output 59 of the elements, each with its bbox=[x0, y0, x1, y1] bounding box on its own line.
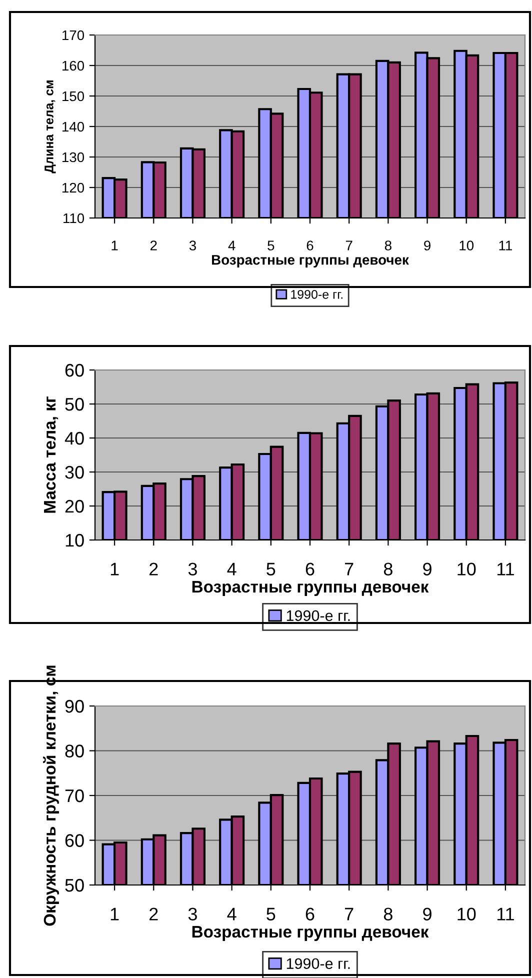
x-tick-label: 8 bbox=[384, 240, 392, 250]
y-tick-label: 10 bbox=[66, 534, 84, 547]
x-tick-label: 4 bbox=[227, 908, 236, 920]
x-tick-label: 1 bbox=[110, 908, 119, 920]
y-tick-label: 80 bbox=[65, 744, 84, 758]
y-tick-label: 50 bbox=[65, 398, 84, 411]
y-tick-label: 30 bbox=[65, 466, 84, 479]
y-tick-label: 160 bbox=[62, 60, 84, 71]
x-axis-title: Возрастные группы девочек bbox=[192, 926, 429, 941]
x-tick-label: 5 bbox=[268, 240, 274, 250]
x-tick-label: 11 bbox=[499, 240, 512, 250]
y-axis-title: Длина тела, см bbox=[44, 80, 56, 174]
y-tick-label: 40 bbox=[64, 432, 84, 445]
x-tick-label: 2 bbox=[150, 562, 158, 576]
x-tick-label: 7 bbox=[344, 562, 354, 576]
x-axis-title: Возрастные группы девочек bbox=[192, 581, 429, 596]
y-tick-label: 120 bbox=[62, 182, 84, 193]
x-tick-label: 9 bbox=[423, 908, 432, 920]
x-tick-label: 6 bbox=[306, 240, 314, 250]
x-tick-label: 8 bbox=[384, 562, 392, 576]
x-tick-label: 7 bbox=[346, 240, 352, 250]
x-tick-label: 5 bbox=[266, 562, 276, 576]
y-tick-label: 90 bbox=[65, 700, 84, 713]
x-tick-label: 3 bbox=[188, 562, 197, 576]
legend-label: 1990-е гг. bbox=[286, 958, 350, 970]
x-tick-label: 3 bbox=[189, 240, 196, 250]
x-tick-label: 2 bbox=[150, 908, 158, 920]
y-tick-label: 110 bbox=[63, 213, 84, 224]
x-tick-label: 7 bbox=[344, 908, 354, 920]
x-tick-label: 10 bbox=[460, 240, 474, 250]
x-tick-label: 11 bbox=[497, 908, 514, 920]
x-tick-label: 11 bbox=[497, 562, 514, 576]
x-tick-label: 4 bbox=[228, 240, 236, 250]
legend-label: 1990-е гг. bbox=[291, 290, 342, 299]
y-tick-label: 70 bbox=[65, 789, 84, 802]
x-tick-label: 6 bbox=[306, 562, 314, 576]
x-tick-label: 10 bbox=[458, 562, 476, 576]
y-axis-title: Масса тела, кг bbox=[44, 396, 58, 513]
x-tick-label: 2 bbox=[150, 240, 157, 250]
x-tick-label: 1 bbox=[110, 562, 119, 576]
x-tick-label: 8 bbox=[384, 908, 392, 920]
x-tick-label: 3 bbox=[188, 908, 197, 920]
y-tick-label: 60 bbox=[65, 834, 84, 847]
x-tick-label: 9 bbox=[423, 562, 432, 576]
x-tick-label: 10 bbox=[458, 908, 476, 920]
x-tick-label: 6 bbox=[306, 908, 314, 920]
y-tick-label: 60 bbox=[65, 364, 84, 377]
x-tick-label: 9 bbox=[424, 240, 430, 250]
y-tick-label: 50 bbox=[65, 878, 84, 892]
x-tick-label: 1 bbox=[112, 240, 118, 250]
y-tick-label: 130 bbox=[62, 152, 84, 162]
y-tick-label: 20 bbox=[65, 500, 84, 513]
x-tick-label: 4 bbox=[227, 562, 236, 576]
y-tick-label: 170 bbox=[62, 30, 84, 40]
y-tick-label: 150 bbox=[62, 91, 84, 102]
legend-label: 1990-е гг. bbox=[286, 610, 350, 622]
x-tick-label: 5 bbox=[266, 908, 276, 920]
x-axis-title: Возрастные группы девочек bbox=[212, 255, 409, 268]
y-tick-label: 140 bbox=[62, 122, 84, 132]
